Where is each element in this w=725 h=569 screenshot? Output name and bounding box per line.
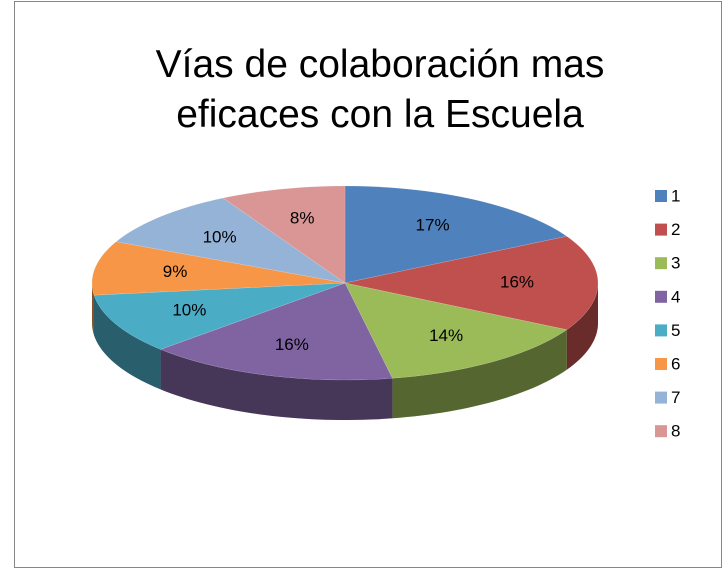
legend-swatch xyxy=(655,324,667,337)
data-label: 14% xyxy=(429,326,463,345)
legend-swatch xyxy=(655,190,667,202)
legend-label: 2 xyxy=(671,220,680,239)
legend-swatch xyxy=(655,358,667,370)
pie-slice xyxy=(344,185,568,284)
pie-side-shade xyxy=(392,329,567,419)
legend-label: 7 xyxy=(671,388,680,407)
data-label: 8% xyxy=(290,209,315,228)
pie-slice xyxy=(159,282,393,381)
legend-label: 6 xyxy=(671,354,680,373)
legend-swatch xyxy=(655,425,667,438)
legend-label: 4 xyxy=(671,287,680,306)
pie-side-shade xyxy=(566,283,598,370)
data-label: 9% xyxy=(163,262,188,281)
legend-swatch xyxy=(655,391,667,404)
pie-slice xyxy=(344,282,568,379)
pie-slice xyxy=(115,197,346,284)
chart-title: Vías de colaboración mas eficaces con la… xyxy=(155,43,605,136)
data-label: 16% xyxy=(275,335,309,354)
pie-side-shade xyxy=(160,349,393,420)
pie-slice xyxy=(93,282,346,350)
pie-side-shade xyxy=(92,283,94,336)
pie-side xyxy=(566,283,598,370)
legend-swatch xyxy=(655,257,667,270)
pie-slice xyxy=(91,241,346,296)
data-label: 10% xyxy=(203,227,237,246)
data-label: 10% xyxy=(172,301,206,320)
pie-side-shade xyxy=(93,295,161,390)
data-label: 17% xyxy=(416,216,450,235)
legend-label: 8 xyxy=(671,422,680,441)
legend-label: 5 xyxy=(671,321,680,340)
data-label: 16% xyxy=(500,272,534,291)
legend-swatch xyxy=(655,290,667,303)
pie-side xyxy=(160,349,393,420)
pie-side xyxy=(392,329,567,419)
legend-label: 1 xyxy=(671,186,680,205)
legend-swatch xyxy=(655,223,667,236)
pie-side xyxy=(92,283,94,336)
legend-label: 3 xyxy=(671,254,680,273)
pie-slice xyxy=(222,185,346,284)
pie-slice xyxy=(344,236,599,330)
pie-side xyxy=(93,295,161,390)
